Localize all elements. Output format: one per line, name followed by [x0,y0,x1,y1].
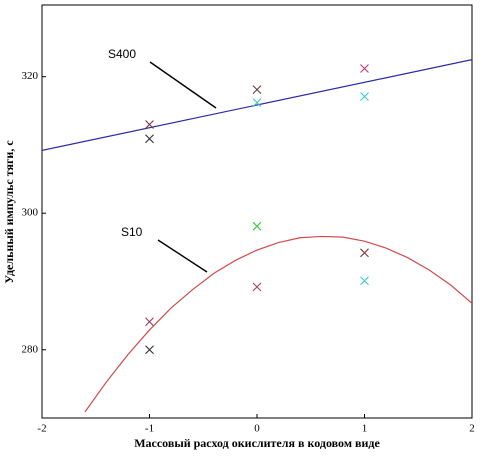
annotation: S400 [108,47,136,61]
data-point [360,92,369,101]
data-point [252,98,262,108]
data-point [360,276,369,286]
data-point [360,64,369,73]
x-tick-label: 2 [469,423,475,435]
data-point [145,317,154,327]
plot-frame [41,4,473,419]
y-tick-label: 320 [22,70,39,82]
x-tick-label: -2 [37,423,46,435]
y-tick-label: 300 [22,207,39,219]
x-axis-label: Массовый расход окислителя в кодовом вид… [134,436,380,450]
plot-area [42,59,472,413]
annotation-leader [157,239,208,273]
fit-line [42,59,472,151]
x-tick-label: 1 [362,423,368,435]
data-point [145,134,154,144]
data-point [252,221,262,231]
y-tick-label: 280 [22,343,39,355]
data-point [252,85,262,95]
data-point [360,248,369,258]
annotation: S10 [121,225,143,239]
annotation-leader [149,61,217,109]
data-point [252,282,262,292]
x-tick-label: 0 [254,423,260,435]
y-axis-label: Удельный импульс тяги, с [2,140,16,284]
data-point [145,120,154,129]
x-tick-label: -1 [145,423,154,435]
data-point [145,345,154,355]
fit-line [84,235,472,413]
